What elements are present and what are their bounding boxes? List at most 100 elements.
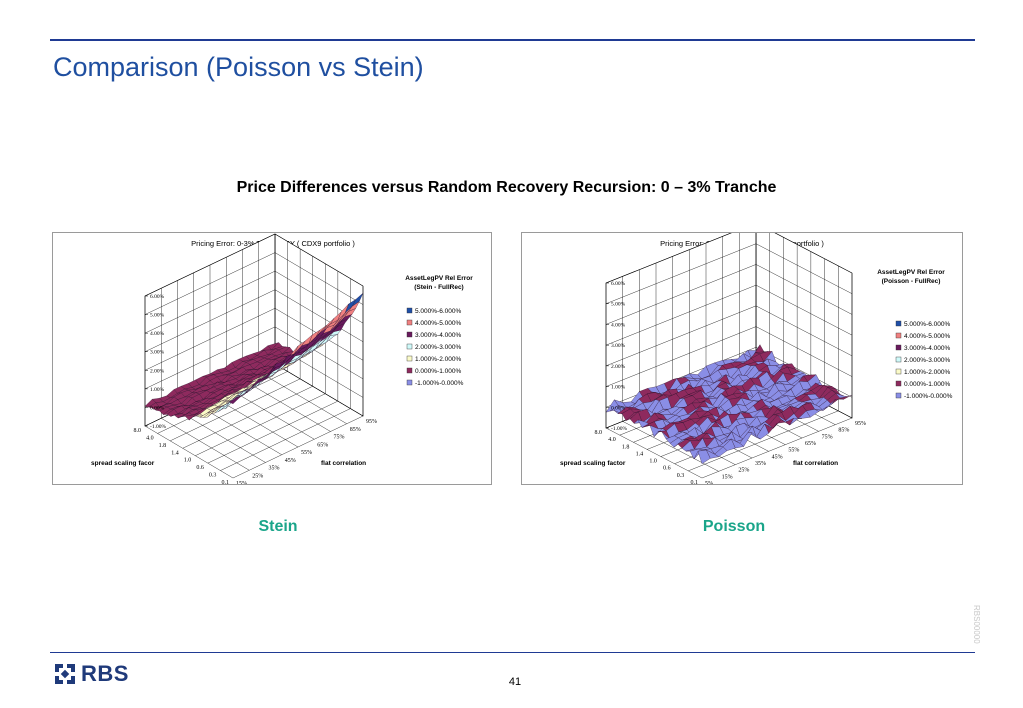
floor-gridline xyxy=(161,418,250,471)
x-tick-label: 1.0 xyxy=(649,459,657,465)
y-tick-label: 15% xyxy=(722,474,733,480)
y-tick-label: 45% xyxy=(285,458,296,464)
page-number: 41 xyxy=(508,676,522,688)
x-tick-label: 0.3 xyxy=(677,473,685,479)
z-tick-label: 5.00% xyxy=(611,302,626,308)
x-axis-label: spread scaling factor xyxy=(560,460,626,467)
legend-swatch xyxy=(406,355,413,362)
y-tick-label: 35% xyxy=(269,466,280,472)
x-tick-label: 0.1 xyxy=(691,480,699,484)
legend-swatch xyxy=(406,379,413,386)
floor-gridline xyxy=(688,410,839,472)
floor-gridline xyxy=(274,363,364,417)
legend-swatch xyxy=(895,380,902,387)
legend-label: 1.000%-2.000% xyxy=(415,356,461,363)
x-tick-label: 8.0 xyxy=(595,430,603,436)
floor-gridline xyxy=(144,425,234,479)
legend-label: 2.000%-3.000% xyxy=(415,344,461,351)
legend-swatch xyxy=(895,392,902,399)
page-title: Comparison (Poisson vs Stein) xyxy=(53,52,424,82)
legend-subtitle: (Poisson - FullRec) xyxy=(882,278,941,285)
legend-swatch xyxy=(406,319,413,326)
rbs-logo: RBS xyxy=(53,661,129,686)
x-tick-label: 1.8 xyxy=(159,443,167,449)
legend-label: 1.000%-2.000% xyxy=(904,369,950,376)
x-tick-label: 4.0 xyxy=(146,435,154,441)
surface-cell xyxy=(697,449,711,465)
z-tick-label: 3.00% xyxy=(150,350,165,356)
y-tick-label: 45% xyxy=(772,454,783,460)
floor-gridline xyxy=(242,379,331,432)
legend-swatch xyxy=(895,344,902,351)
y-tick-label: 25% xyxy=(252,473,263,479)
floor-gridline xyxy=(605,427,703,479)
legend-swatch xyxy=(895,356,902,363)
poisson-caption: Poisson xyxy=(702,518,766,535)
legend-label: -1.000%-0.000% xyxy=(415,380,464,387)
header-rule xyxy=(50,39,975,41)
z-tick-label: 5.00% xyxy=(150,313,165,319)
rbs-daisy-icon xyxy=(55,664,75,684)
legend-title: AssetLegPV Rel Error xyxy=(877,269,945,276)
y-tick-label: 65% xyxy=(805,441,816,447)
y-tick-label: 75% xyxy=(822,434,833,440)
z-tick-label: 0.00% xyxy=(611,405,626,411)
x-tick-label: 0.3 xyxy=(209,473,217,479)
y-tick-label: 85% xyxy=(350,427,361,433)
z-tick-label: 1.00% xyxy=(150,387,165,393)
z-tick-label: 4.00% xyxy=(611,322,626,328)
legend-label: 4.000%-5.000% xyxy=(415,320,461,327)
z-tick-label: 2.00% xyxy=(150,368,165,374)
z-tick-label: 0.00% xyxy=(150,405,165,411)
legend-label: 0.000%-1.000% xyxy=(415,368,461,375)
legend-label: 2.000%-3.000% xyxy=(904,357,950,364)
legend-swatch xyxy=(406,367,413,374)
x-tick-label: 0.1 xyxy=(222,480,230,484)
poisson-chart-panel: Pricing Error: 0-3% Tranche 5Y ( CDX9 po… xyxy=(521,232,963,485)
logo-text: RBS xyxy=(81,661,129,686)
legend-swatch xyxy=(406,307,413,314)
z-tick-label: 2.00% xyxy=(611,364,626,370)
x-tick-label: 0.6 xyxy=(196,465,204,471)
slide-subtitle: Price Differences versus Random Recovery… xyxy=(236,179,777,196)
z-tick-label: 6.00% xyxy=(150,294,165,300)
y-tick-label: 95% xyxy=(855,421,866,427)
legend-label: 4.000%-5.000% xyxy=(904,333,950,340)
legend-label: 3.000%-4.000% xyxy=(415,332,461,339)
z-tick-label: 3.00% xyxy=(611,343,626,349)
y-axis-label: flat correlation xyxy=(793,460,838,467)
stein-chart-panel: Pricing Error: 0-3% Tranche 5Y ( CDX9 po… xyxy=(52,232,492,485)
legend-swatch xyxy=(895,332,902,339)
z-tick-label: -1.00% xyxy=(611,426,627,432)
y-tick-label: 65% xyxy=(317,442,328,448)
y-axis-label: flat correlation xyxy=(321,460,366,467)
legend-label: 5.000%-6.000% xyxy=(904,321,950,328)
z-tick-label: 1.00% xyxy=(611,385,626,391)
y-tick-label: 75% xyxy=(334,435,345,441)
x-tick-label: 4.0 xyxy=(608,437,616,443)
floor-gridline xyxy=(701,417,853,479)
side-reference-code: RBS00000 xyxy=(972,605,981,644)
legend-swatch xyxy=(406,343,413,350)
stein-caption: Stein xyxy=(258,518,298,535)
legend-swatch xyxy=(406,331,413,338)
z-tick-label: 4.00% xyxy=(150,331,165,337)
footer-rule xyxy=(50,652,975,653)
legend-subtitle: (Stein - FullRec) xyxy=(414,284,463,291)
z-tick-label: -1.00% xyxy=(150,424,166,430)
x-tick-label: 8.0 xyxy=(134,428,142,434)
y-tick-label: 55% xyxy=(301,450,312,456)
floor-gridline xyxy=(258,371,347,424)
x-tick-label: 1.0 xyxy=(184,458,192,464)
x-axis-label: spread scaling facor xyxy=(91,460,155,467)
floor-gridline xyxy=(177,410,266,463)
surface-cell xyxy=(228,396,241,404)
legend-title: AssetLegPV Rel Error xyxy=(405,275,473,282)
legend-swatch xyxy=(895,368,902,375)
stein-surface-chart: Pricing Error: 0-3% Tranche 5Y ( CDX9 po… xyxy=(91,233,473,484)
legend-label: 0.000%-1.000% xyxy=(904,381,950,388)
poisson-surface-chart: Pricing Error: 0-3% Tranche 5Y ( CDX9 po… xyxy=(560,233,953,484)
y-tick-label: 15% xyxy=(236,481,247,484)
x-tick-label: 1.8 xyxy=(622,444,630,450)
y-tick-label: 35% xyxy=(755,461,766,467)
